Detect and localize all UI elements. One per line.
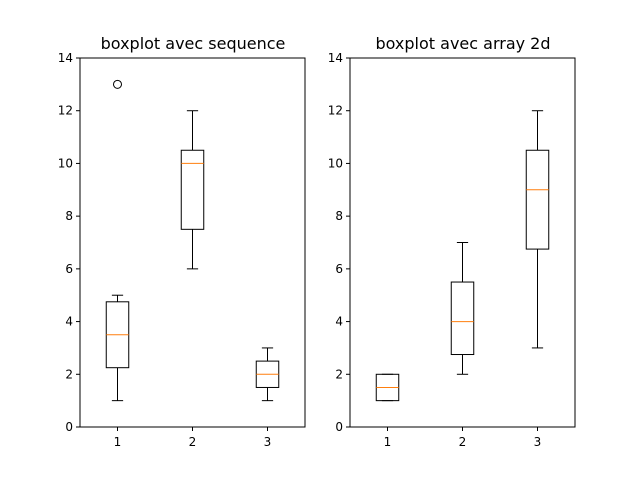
left-ytick-label: 8 <box>65 209 73 223</box>
right-box-3 <box>525 110 550 349</box>
right-ytick-label: 14 <box>328 51 343 65</box>
left-ytick-label: 10 <box>58 156 73 170</box>
left-xtick-label: 1 <box>114 435 122 449</box>
right-ytick-label: 2 <box>335 367 343 381</box>
right-box-iqr <box>450 281 475 356</box>
right-box-2 <box>450 242 475 375</box>
right-xtick-label: 3 <box>534 435 542 449</box>
right-axes-frame <box>349 57 576 428</box>
left-ytick-label: 4 <box>65 315 73 329</box>
right-chart-title: boxplot avec array 2d <box>375 34 550 53</box>
left-xtick-label: 2 <box>189 435 197 449</box>
left-box-2 <box>180 110 205 270</box>
left-ytick-label: 0 <box>65 420 73 434</box>
left-outlier-point <box>113 79 122 89</box>
right-ytick-label: 8 <box>335 209 343 223</box>
right-ytick-label: 4 <box>335 315 343 329</box>
left-ytick-label: 12 <box>58 104 73 118</box>
left-ytick-label: 14 <box>58 51 73 65</box>
right-xtick-label: 1 <box>384 435 392 449</box>
left-box-3 <box>255 347 280 402</box>
left-ytick-label: 6 <box>65 262 73 276</box>
right-box-1 <box>375 373 400 402</box>
right-xtick-label: 2 <box>459 435 467 449</box>
left-ytick-label: 2 <box>65 367 73 381</box>
right-ytick-label: 10 <box>328 156 343 170</box>
left-box-1 <box>105 79 130 402</box>
right-ytick-label: 0 <box>335 420 343 434</box>
left-chart-title: boxplot avec sequence <box>101 34 286 53</box>
left-axes-frame <box>79 57 306 428</box>
right-box-iqr <box>525 149 550 250</box>
right-ytick-label: 12 <box>328 104 343 118</box>
left-box-iqr <box>180 149 205 230</box>
left-xtick-label: 3 <box>264 435 272 449</box>
right-ytick-label: 6 <box>335 262 343 276</box>
